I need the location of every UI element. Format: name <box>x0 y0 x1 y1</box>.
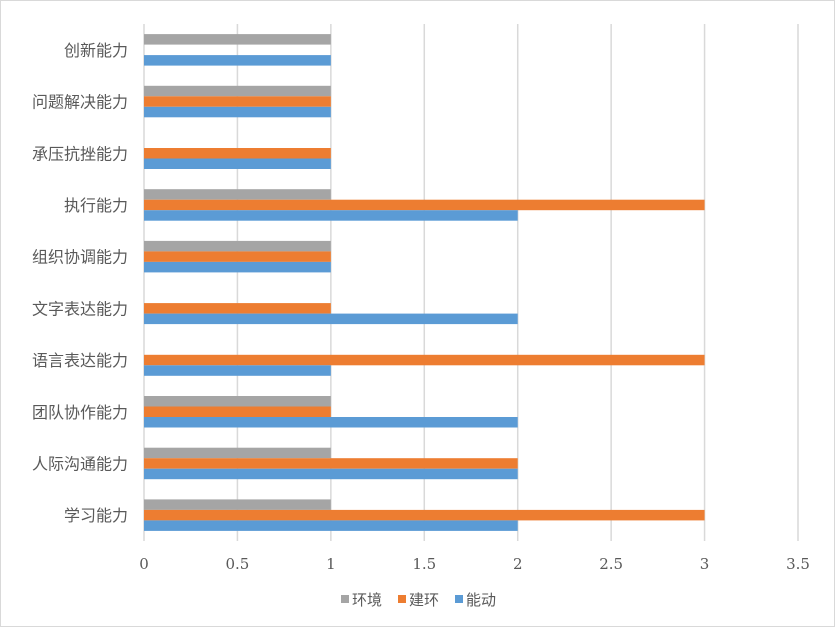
category-label: 问题解决能力 <box>32 93 128 112</box>
bar-建环-6 <box>144 354 705 366</box>
category-label: 人际沟通能力 <box>32 454 128 473</box>
bar-建环-9 <box>144 509 705 521</box>
x-tick-label: 1.5 <box>412 555 436 573</box>
category-label: 创新能力 <box>64 41 128 60</box>
bar-环境-4 <box>144 240 331 252</box>
bar-环境-0 <box>144 34 331 45</box>
category-label: 组织协调能力 <box>32 248 128 267</box>
legend-swatch <box>341 595 349 603</box>
bar-建环-4 <box>144 251 331 262</box>
bar-能动-2 <box>144 158 331 169</box>
bar-能动-3 <box>144 210 518 221</box>
bar-环境-7 <box>144 396 331 407</box>
bar-建环-7 <box>144 406 331 417</box>
bar-能动-1 <box>144 106 331 118</box>
bar-环境-3 <box>144 189 331 200</box>
category-label: 学习能力 <box>64 506 128 525</box>
legend-label: 能动 <box>466 591 496 609</box>
category-label: 文字表达能力 <box>32 299 128 318</box>
x-tick-label: 0 <box>139 555 149 573</box>
bar-建环-3 <box>144 199 705 211</box>
x-tick-label: 3.5 <box>786 555 810 573</box>
bar-能动-4 <box>144 261 331 273</box>
x-tick-label: 0.5 <box>225 555 249 573</box>
bar-能动-8 <box>144 468 518 480</box>
bar-能动-9 <box>144 520 518 531</box>
x-tick-label: 2 <box>513 555 523 573</box>
bar-能动-7 <box>144 417 518 428</box>
bar-建环-2 <box>144 148 331 159</box>
bar-环境-8 <box>144 447 331 459</box>
bar-环境-1 <box>144 85 331 97</box>
bar-建环-8 <box>144 458 518 469</box>
category-label: 承压抗挫能力 <box>32 144 128 163</box>
x-tick-label: 1 <box>326 555 336 573</box>
bar-能动-6 <box>144 365 331 376</box>
bar-环境-9 <box>144 499 331 510</box>
legend-swatch <box>455 595 463 603</box>
x-tick-label: 2.5 <box>599 555 623 573</box>
category-label: 执行能力 <box>64 196 128 215</box>
legend-label: 建环 <box>409 591 439 609</box>
bar-建环-5 <box>144 303 331 314</box>
bar-能动-5 <box>144 313 518 325</box>
category-label: 语言表达能力 <box>32 351 128 370</box>
legend-label: 环境 <box>352 591 382 609</box>
bar-能动-0 <box>144 55 331 66</box>
legend-swatch <box>398 595 406 603</box>
x-tick-label: 3 <box>700 555 710 573</box>
category-label: 团队协作能力 <box>32 403 128 422</box>
bar-建环-1 <box>144 96 331 107</box>
